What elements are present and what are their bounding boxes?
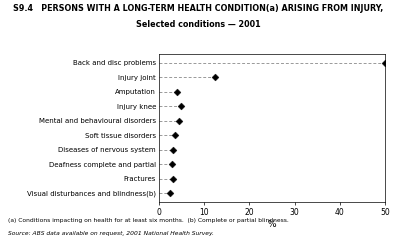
Text: S9.4   PERSONS WITH A LONG-TERM HEALTH CONDITION(a) ARISING FROM INJURY,: S9.4 PERSONS WITH A LONG-TERM HEALTH CON… [13, 4, 384, 13]
Text: Selected conditions — 2001: Selected conditions — 2001 [136, 20, 261, 29]
Text: Source: ABS data available on request, 2001 National Health Survey.: Source: ABS data available on request, 2… [8, 231, 214, 236]
Text: (a) Conditions impacting on health for at least six months.  (b) Complete or par: (a) Conditions impacting on health for a… [8, 218, 289, 223]
X-axis label: %: % [268, 220, 276, 229]
